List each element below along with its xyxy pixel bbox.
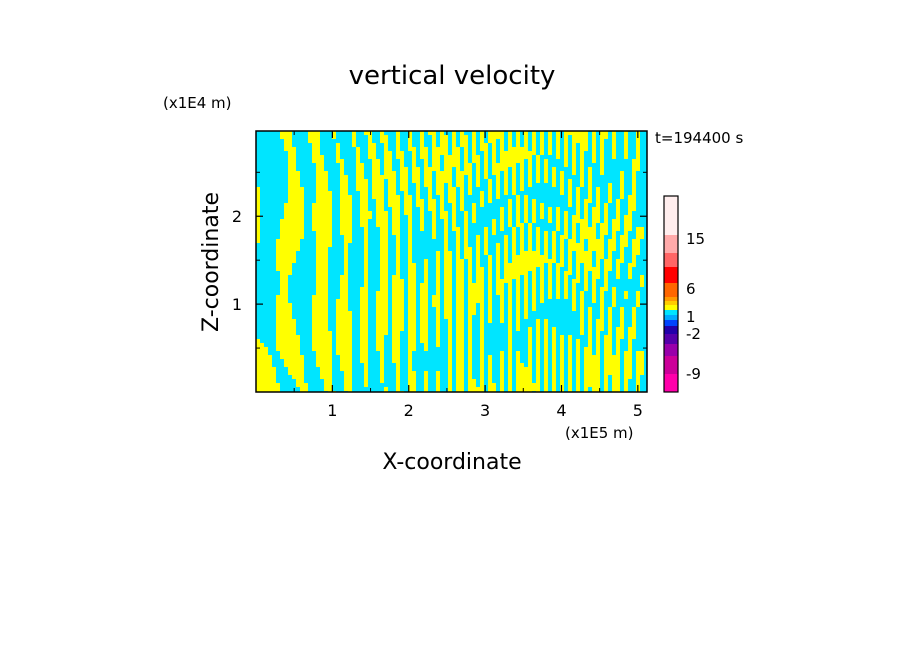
colorbar-tick-label: -9 [686, 365, 701, 383]
heatmap-plot-area [256, 131, 647, 392]
x-tick-label: 3 [480, 401, 490, 420]
colorbar-tick-label: 1 [686, 308, 696, 326]
colorbar-band [664, 356, 678, 374]
x-tick-label: 1 [327, 401, 337, 420]
colorbar-band [664, 334, 678, 344]
colorbar-band [664, 305, 678, 310]
colorbar-band [664, 297, 678, 301]
x-tick-label: 4 [556, 401, 566, 420]
y-tick-label: 2 [232, 207, 242, 226]
colorbar-band [664, 196, 678, 235]
y-tick-label: 1 [232, 295, 242, 314]
colorbar-band [664, 374, 678, 392]
y-axis-ticks: 12 [232, 171, 647, 349]
colorbar-band [664, 253, 678, 267]
colorbar-band [664, 301, 678, 305]
colorbar-tick-label: -2 [686, 325, 701, 343]
field-positive-regions [256, 131, 644, 392]
colorbar: 15 6 1-2 -9 [663, 195, 705, 393]
colorbar-band [664, 315, 678, 320]
time-label: t=194400 s [655, 129, 743, 147]
y-axis-label: Z-coordinate [199, 192, 224, 332]
colorbar-band [664, 235, 678, 253]
colorbar-tick-label: 15 [686, 230, 705, 248]
colorbar-tick-label: 6 [686, 280, 696, 298]
colorbar-band [664, 344, 678, 356]
x-tick-label: 5 [633, 401, 643, 420]
x-axis-ticks: 1 2 3 4 5 [293, 131, 643, 420]
colorbar-band [664, 267, 678, 283]
colorbar-band [664, 310, 678, 315]
x-axis-label: X-coordinate [382, 450, 521, 475]
x-unit-label: (x1E5 m) [565, 424, 634, 442]
colorbar-frame [663, 195, 679, 393]
chart-title: vertical velocity [349, 61, 556, 91]
y-unit-label: (x1E4 m) [163, 94, 232, 112]
plot-frame [255, 130, 648, 393]
colorbar-band [664, 283, 678, 297]
colorbar-band [664, 326, 678, 334]
x-tick-label: 2 [404, 401, 414, 420]
colorbar-band [664, 320, 678, 326]
